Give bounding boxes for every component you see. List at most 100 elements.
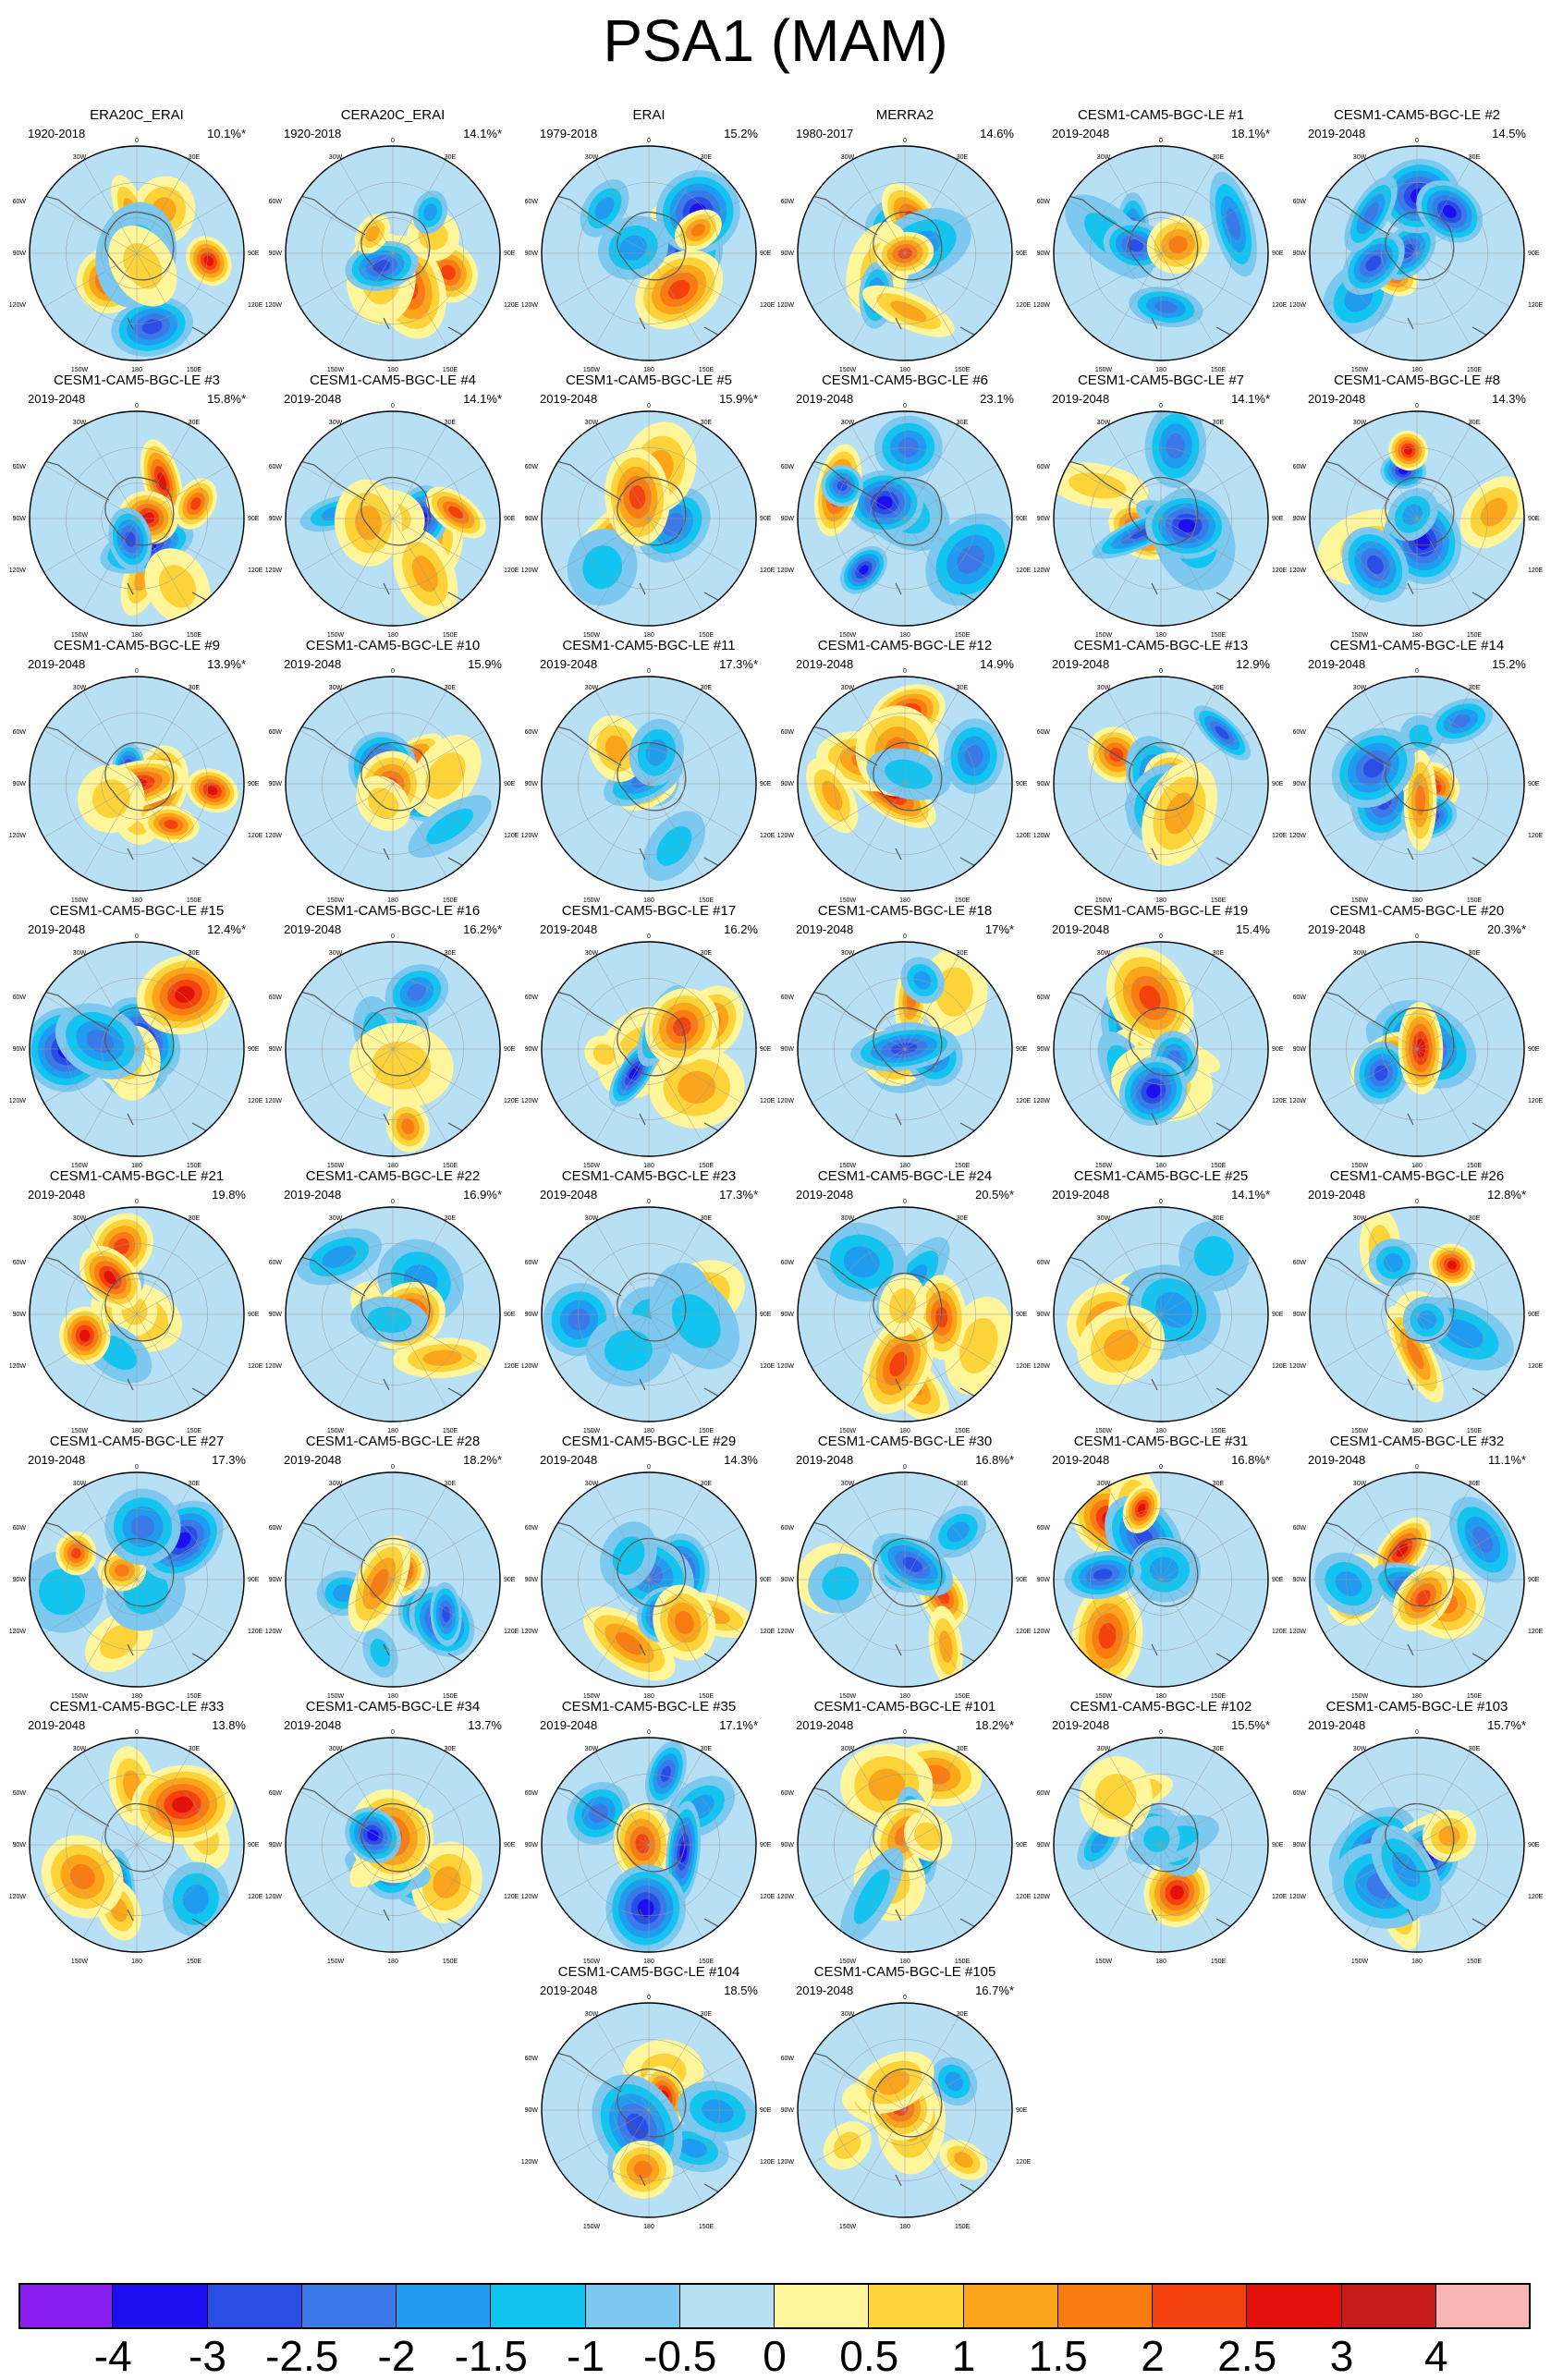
longitude-label: 0 xyxy=(903,1199,907,1205)
longitude-label: 90W xyxy=(13,250,27,257)
longitude-label: 30E xyxy=(189,154,201,161)
longitude-label: 30W xyxy=(1353,1746,1367,1752)
longitude-label: 30W xyxy=(73,420,87,426)
longitude-label: 60W xyxy=(269,1525,283,1532)
longitude-label: 90E xyxy=(1016,250,1028,257)
panel-variance: 14.1%* xyxy=(463,127,502,140)
panel-title: CESM1-CAM5-BGC-LE #18 xyxy=(817,903,993,919)
longitude-label: 30W xyxy=(329,950,343,957)
longitude-label: 90W xyxy=(1293,1842,1307,1849)
longitude-label: 30W xyxy=(1097,154,1111,161)
panel-title: CERA20C_ERAI xyxy=(340,107,446,123)
longitude-label: 150E xyxy=(1467,897,1483,904)
colorbar-segment xyxy=(869,2283,964,2329)
panel-title: CESM1-CAM5-BGC-LE #22 xyxy=(305,1168,481,1184)
longitude-label: 60W xyxy=(1293,1525,1307,1532)
colorbar-segment xyxy=(207,2283,302,2329)
longitude-label: 180 xyxy=(387,1163,398,1169)
panel-variance: 18.1%* xyxy=(1231,127,1270,140)
longitude-label: 150E xyxy=(1211,897,1227,904)
longitude-label: 180 xyxy=(387,1693,398,1700)
polar-map: 0 30W 30E 60W 90W 120W 90E 120E 150W 180 150E xyxy=(777,1995,1032,2230)
longitude-label: 90W xyxy=(1293,1312,1307,1318)
longitude-label: 180 xyxy=(899,1163,910,1169)
polar-map: 0 30W 30E 60W 90W 120W 90E 120E 150W 180 150E xyxy=(1289,403,1544,639)
longitude-label: 60W xyxy=(1037,729,1051,736)
longitude-label: 60W xyxy=(13,199,27,205)
panel-years: 2019-2048 xyxy=(796,1188,854,1202)
longitude-label: 120W xyxy=(1289,1098,1307,1105)
panel-years: 2019-2048 xyxy=(28,1718,86,1732)
longitude-label: 30W xyxy=(1353,1481,1367,1487)
longitude-label: 150E xyxy=(699,2224,714,2230)
longitude-label: 90W xyxy=(1293,250,1307,257)
longitude-label: 60W xyxy=(525,199,539,205)
panel-variance: 18.2%* xyxy=(463,1453,502,1467)
longitude-label: 120W xyxy=(9,568,27,574)
longitude-label: 150W xyxy=(583,1428,601,1434)
longitude-label: 120E xyxy=(1528,568,1544,574)
map-panel: CESM1-CAM5-BGC-LE #101 2019-2048 18.2%* 0 30… xyxy=(776,1699,1034,1965)
longitude-label: 120W xyxy=(521,2159,539,2166)
panel-variance: 17.3%* xyxy=(719,1188,758,1202)
panel-years: 2019-2048 xyxy=(284,657,342,671)
longitude-label: 90W xyxy=(13,1842,27,1849)
panel-title: CESM1-CAM5-BGC-LE #32 xyxy=(1329,1434,1505,1449)
panel-variance: 15.9%* xyxy=(719,392,758,406)
longitude-label: 120W xyxy=(521,1363,539,1370)
panel-title: CESM1-CAM5-BGC-LE #33 xyxy=(49,1699,225,1715)
longitude-label: 150E xyxy=(955,1693,971,1700)
map-panel: CESM1-CAM5-BGC-LE #28 2019-2048 18.2%* 0 30W… xyxy=(263,1434,522,1700)
longitude-label: 120W xyxy=(1033,568,1051,574)
longitude-label: 60W xyxy=(1293,199,1307,205)
polar-map: 0 30W 30E 60W 90W 120W 90E 120E 150W 180 150E xyxy=(777,1729,1032,1965)
panel-years: 2019-2048 xyxy=(1308,922,1366,936)
longitude-label: 180 xyxy=(387,1959,398,1965)
longitude-label: 150E xyxy=(1467,1428,1483,1434)
panel-title: CESM1-CAM5-BGC-LE #105 xyxy=(813,1964,996,1980)
longitude-label: 0 xyxy=(135,1199,139,1205)
longitude-label: 150W xyxy=(1351,1693,1369,1700)
panel-years: 2019-2048 xyxy=(1052,1188,1110,1202)
panel-variance: 16.2% xyxy=(724,922,758,936)
map-panel: CESM1-CAM5-BGC-LE #1 2019-2048 18.1%* 0 30W 3… xyxy=(1032,107,1290,373)
longitude-label: 180 xyxy=(1411,367,1423,373)
panel-variance: 16.7%* xyxy=(975,1983,1014,1997)
longitude-label: 120W xyxy=(777,1629,795,1635)
longitude-label: 30W xyxy=(841,2011,855,2018)
longitude-label: 90E xyxy=(504,516,516,522)
longitude-label: 120W xyxy=(521,568,539,574)
panel-years: 2019-2048 xyxy=(1308,657,1366,671)
longitude-label: 150W xyxy=(71,1428,89,1434)
longitude-label: 0 xyxy=(1159,138,1163,144)
longitude-label: 150E xyxy=(699,1163,714,1169)
panel-title: CESM1-CAM5-BGC-LE #25 xyxy=(1073,1168,1249,1184)
map-panel: CESM1-CAM5-BGC-LE #104 2019-2048 18.5% 0 30W… xyxy=(519,1964,778,2230)
longitude-label: 90W xyxy=(1037,516,1051,522)
longitude-label: 150W xyxy=(583,367,601,373)
longitude-label: 150E xyxy=(1211,632,1227,639)
map-panel: CESM1-CAM5-BGC-LE #11 2019-2048 17.3%* 0 30W… xyxy=(519,638,778,904)
longitude-label: 120E xyxy=(1528,833,1544,839)
longitude-label: 180 xyxy=(899,632,910,639)
longitude-label: 90E xyxy=(1528,1312,1540,1318)
longitude-label: 30E xyxy=(445,1481,457,1487)
longitude-label: 90W xyxy=(269,516,283,522)
panel-variance: 14.6% xyxy=(980,127,1014,140)
longitude-label: 0 xyxy=(1415,403,1419,409)
polar-map: 0 30W 30E 60W 90W 120W 90E 120E 150W 180 150E xyxy=(1033,1199,1288,1434)
longitude-label: 30W xyxy=(841,1481,855,1487)
polar-map: 0 30W 30E 60W 90W 120W 90E 120E 150W 180 150E xyxy=(777,403,1032,639)
longitude-label: 30W xyxy=(329,420,343,426)
map-panel: ERA20C_ERAI 1920-2018 10.1%* 0 30W 30E 60W 90W 1… xyxy=(7,107,266,373)
panel-variance: 15.9% xyxy=(468,657,502,671)
longitude-label: 150W xyxy=(327,1163,345,1169)
panel-title: CESM1-CAM5-BGC-LE #20 xyxy=(1329,903,1505,919)
panel-title: CESM1-CAM5-BGC-LE #7 xyxy=(1077,372,1245,388)
longitude-label: 30W xyxy=(585,950,599,957)
longitude-label: 120W xyxy=(265,1894,283,1900)
longitude-label: 30W xyxy=(73,154,87,161)
longitude-label: 90E xyxy=(504,1842,516,1849)
longitude-label: 90E xyxy=(1528,250,1540,257)
longitude-label: 150W xyxy=(583,2224,601,2230)
